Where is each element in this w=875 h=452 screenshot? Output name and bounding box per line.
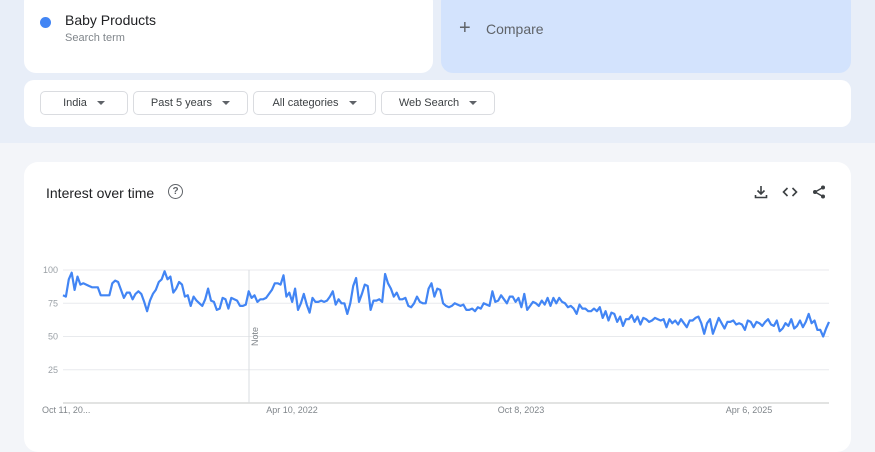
caret-down-icon [348, 101, 357, 105]
filter-label: Past 5 years [150, 97, 213, 109]
download-icon[interactable] [753, 184, 769, 200]
series-color-dot [40, 17, 51, 28]
filter-region[interactable]: India [40, 91, 128, 115]
filter-time-range[interactable]: Past 5 years [133, 91, 248, 115]
caret-down-icon [96, 101, 105, 105]
share-icon[interactable] [811, 184, 827, 200]
filter-category[interactable]: All categories [253, 91, 376, 115]
filter-label: India [63, 97, 87, 109]
search-term-sublabel: Search term [65, 32, 125, 44]
plus-icon: + [459, 17, 471, 39]
x-tick-label: Apr 6, 2025 [726, 405, 773, 415]
caret-down-icon [222, 101, 231, 105]
series-line[interactable] [62, 270, 831, 338]
x-tick-label: Apr 10, 2022 [266, 405, 318, 415]
filter-bar: India Past 5 years All categories Web Se… [24, 80, 851, 127]
y-tick-label: 50 [48, 332, 58, 342]
help-circle-icon[interactable]: ? [168, 184, 183, 199]
x-tick-label: Oct 11, 20... [42, 405, 90, 415]
filter-label: All categories [272, 97, 339, 109]
interest-over-time-card: Interest over time ? [24, 162, 851, 452]
interest-chart: 100 75 50 25 Note Oct 11, 20... Apr 10, 202… [42, 265, 831, 415]
y-tick-label: 100 [43, 265, 58, 275]
x-tick-label: Oct 8, 2023 [498, 405, 545, 415]
embed-code-icon[interactable] [782, 184, 798, 200]
filter-label: Web Search [398, 97, 460, 109]
filter-search-type[interactable]: Web Search [381, 91, 495, 115]
panel-title: Interest over time [46, 185, 155, 201]
caret-down-icon [469, 101, 478, 105]
search-term-card[interactable]: Baby Products Search term [24, 0, 433, 73]
compare-button[interactable]: + Compare [441, 0, 851, 73]
note-annotation[interactable]: Note [250, 327, 260, 346]
y-tick-label: 75 [48, 298, 58, 308]
search-term-label: Baby Products [65, 12, 157, 28]
y-tick-label: 25 [48, 365, 58, 375]
compare-label: Compare [486, 21, 544, 37]
